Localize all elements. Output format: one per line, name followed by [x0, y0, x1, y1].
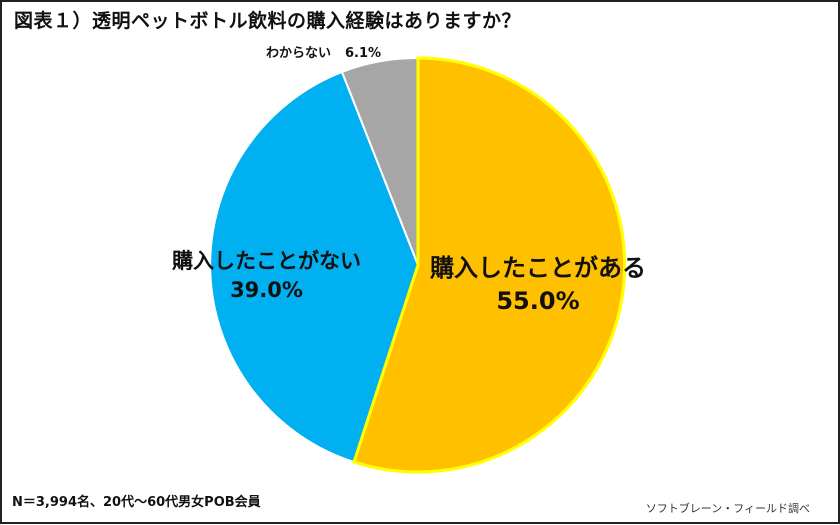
label-not-purchased: 購入したことがない 39.0%: [172, 247, 361, 305]
pie-slice-purchased-outline: [352, 56, 627, 474]
chart-title: 図表１）透明ペットボトル飲料の購入経験はありますか？: [14, 10, 522, 32]
sample-footnote: N＝3,994名、20代～60代男女POB会員: [12, 495, 261, 510]
source-credit: ソフトブレーン・フィールド調べ: [645, 502, 810, 515]
label-purchased: 購入したことがある 55.0%: [430, 252, 646, 318]
label-not-purchased-pct: 39.0%: [230, 278, 303, 302]
label-not-purchased-text: 購入したことがない: [172, 249, 361, 273]
label-unknown-text: わからない: [266, 46, 332, 61]
label-unknown: わからない 6.1%: [266, 42, 381, 61]
label-purchased-pct: 55.0%: [496, 287, 580, 315]
label-unknown-pct: 6.1%: [345, 46, 382, 61]
pie-slice-not-purchased: [209, 70, 420, 464]
label-purchased-text: 購入したことがある: [430, 254, 646, 282]
